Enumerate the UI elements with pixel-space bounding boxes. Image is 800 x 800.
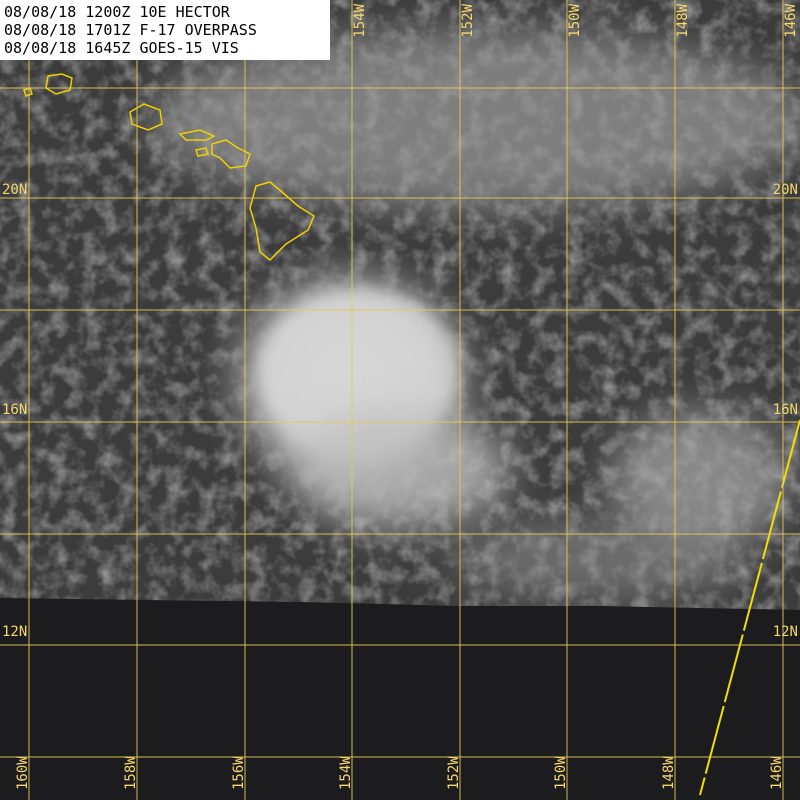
longitude-label: 160W [15,756,31,790]
latitude-label: 20N [2,182,27,198]
latitude-label: 12N [2,624,27,640]
longitude-label: 154W [352,3,368,37]
header-line: 08/08/18 1645Z GOES-15 VIS [4,39,239,57]
latitude-label: 16N [2,402,27,418]
island [195,147,209,157]
longitude-label: 150W [553,756,569,790]
island [23,87,33,97]
longitude-label: 146W [769,756,785,790]
header-line: 08/08/18 1701Z F-17 OVERPASS [4,21,257,39]
longitude-label: 150W [567,3,583,37]
longitude-label: 148W [661,756,677,790]
longitude-label: 158W [123,756,139,790]
island [178,129,216,141]
longitude-label: 146W [783,3,799,37]
coordinate-labels: 154W 152W 150W 148W 146W 160W 158W 156W 154W 152W… [2,3,799,790]
longitude-label: 152W [446,756,462,790]
latitude-label: 12N [773,624,798,640]
header-line: 08/08/18 1200Z 10E HECTOR [4,3,231,21]
island [129,103,163,131]
longitude-label: 152W [460,3,476,37]
header-box [0,0,330,60]
longitude-label: 154W [338,756,354,790]
latitude-label: 20N [773,182,798,198]
island [211,139,251,169]
longitude-label: 156W [231,756,247,790]
latitude-label: 16N [773,402,798,418]
island [249,181,315,262]
longitude-label: 148W [675,3,691,37]
